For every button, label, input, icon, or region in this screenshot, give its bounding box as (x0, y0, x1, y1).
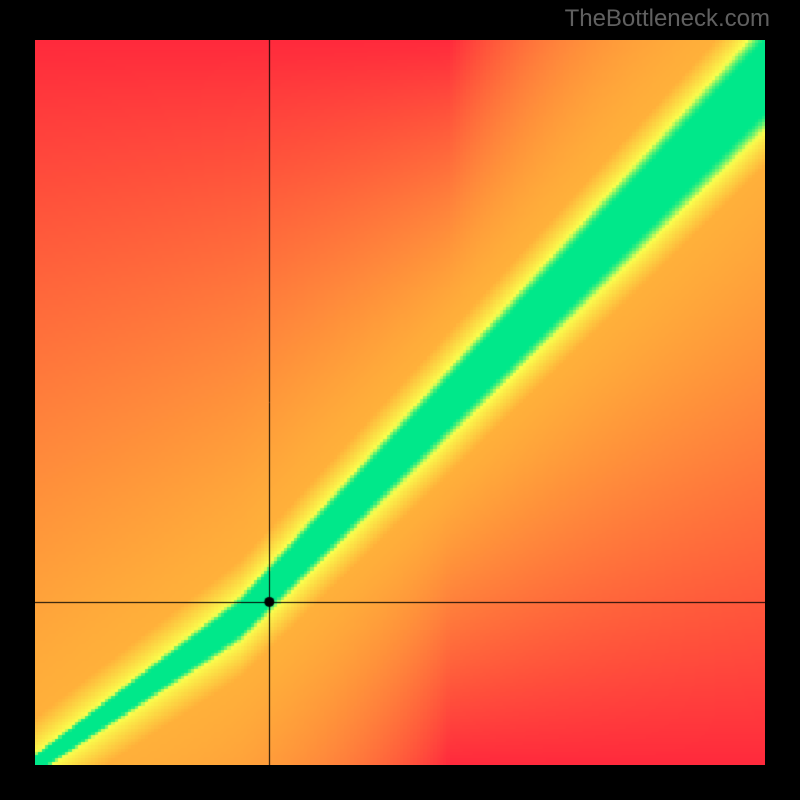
bottleneck-heatmap (35, 40, 765, 765)
chart-container: TheBottleneck.com (0, 0, 800, 800)
attribution-text: TheBottleneck.com (565, 5, 770, 33)
